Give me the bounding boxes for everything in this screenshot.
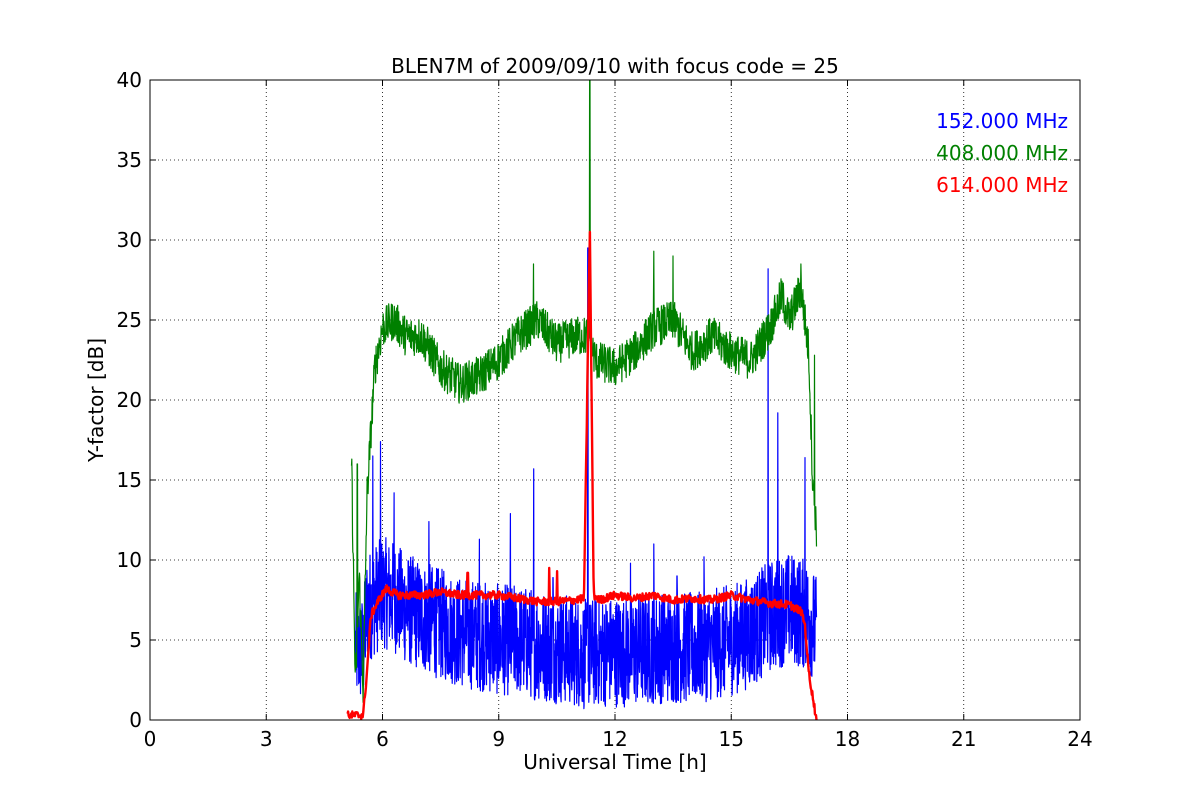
x-tick-label: 9 [492,727,505,751]
x-tick-label: 6 [376,727,389,751]
series-layer [346,80,818,720]
y-tick-label: 10 [117,548,142,572]
legend: 152.000 MHz 408.000 MHz 614.000 MHz [936,109,1068,197]
y-tick-label: 30 [117,228,142,252]
y-tick-label: 25 [117,308,142,332]
y-tick-label: 5 [129,628,142,652]
series-line-2 [350,80,818,703]
x-tick-label: 24 [1067,727,1092,751]
y-tick-label: 15 [117,468,142,492]
y-tick-label: 20 [117,388,142,412]
x-tick-label: 12 [602,727,627,751]
legend-entry-1: 152.000 MHz [936,109,1068,133]
tick-layer: 0 3 6 9 12 15 18 21 24 0 5 10 15 20 25 30 35 40 [117,68,1093,751]
x-tick-label: 3 [260,727,273,751]
x-tick-label: 15 [719,727,744,751]
y-tick-label: 35 [117,148,142,172]
series-line-3 [346,230,818,720]
chart-title: BLEN7M of 2009/09/10 with focus code = 2… [391,54,839,78]
x-tick-label: 0 [144,727,157,751]
y-axis-label: Y-factor [dB] [84,338,108,463]
x-axis-label: Universal Time [h] [523,750,706,774]
legend-entry-2: 408.000 MHz [936,141,1068,165]
y-tick-label: 0 [129,708,142,732]
y-tick-label: 40 [117,68,142,92]
x-tick-label: 21 [951,727,976,751]
legend-entry-3: 614.000 MHz [936,173,1068,197]
series-line-1 [354,247,818,710]
x-tick-label: 18 [835,727,860,751]
